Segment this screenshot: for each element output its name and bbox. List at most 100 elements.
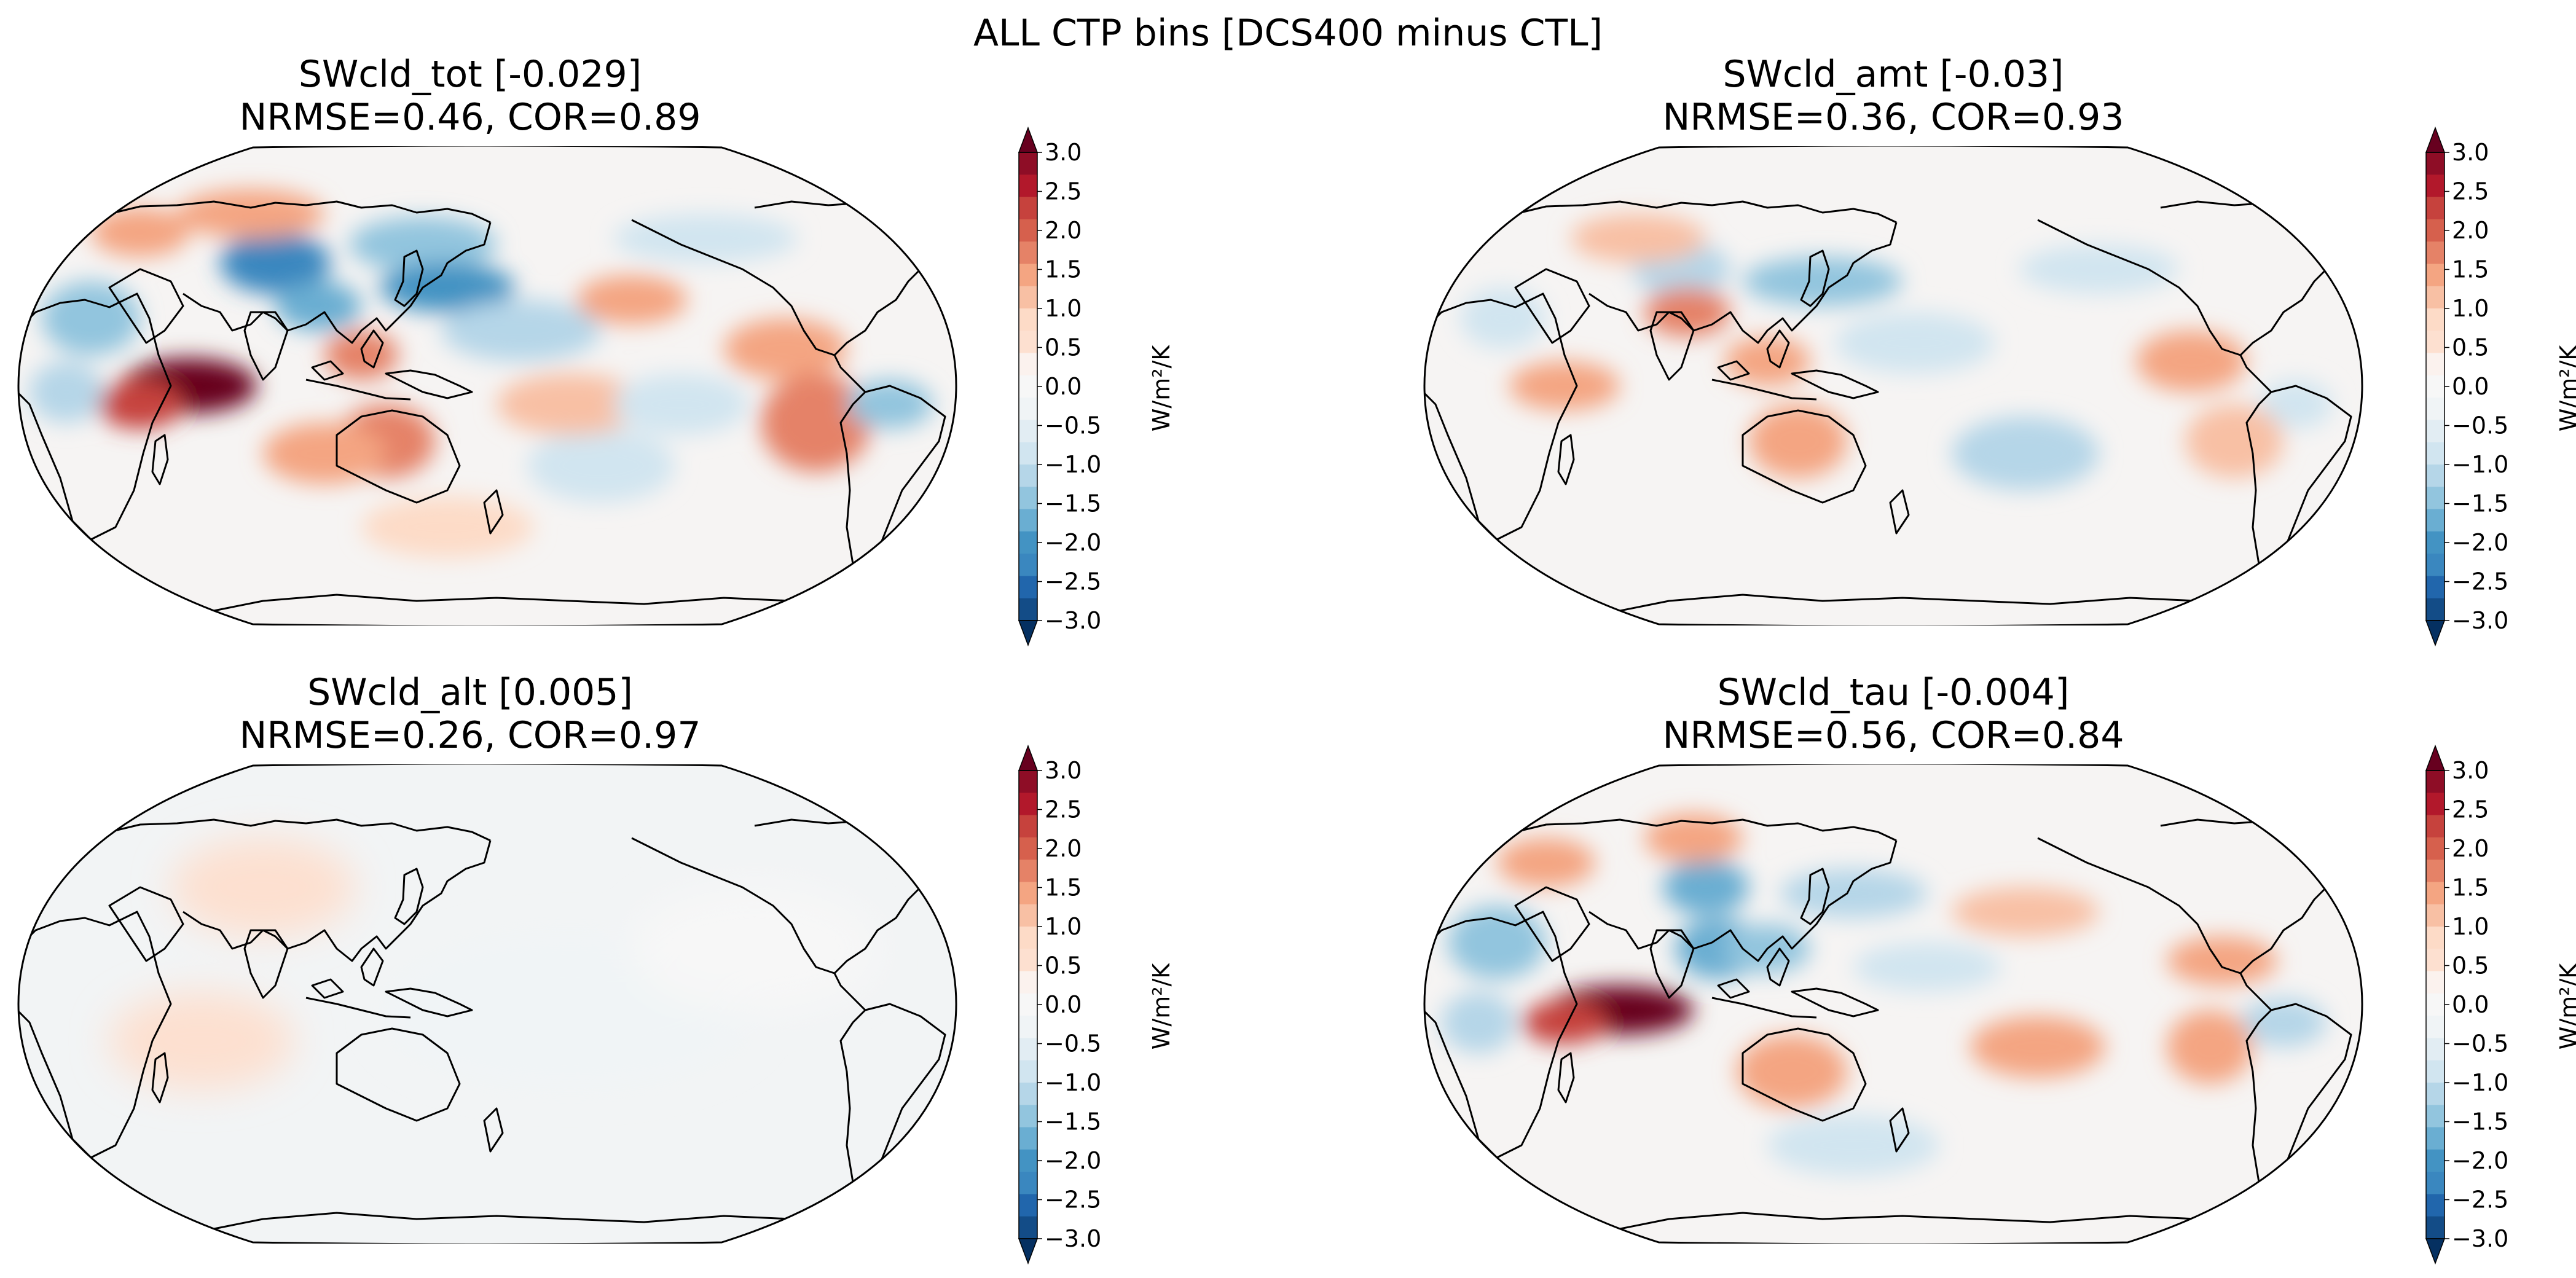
anomaly-region	[2240, 998, 2327, 1047]
anomaly-region	[1835, 312, 1995, 374]
anomaly-region	[1442, 992, 1515, 1053]
colorbar-level	[2426, 993, 2444, 1016]
anomaly-region	[2167, 936, 2277, 986]
coastline	[833, 355, 866, 393]
colorbar-tick-label: 2.5	[2452, 796, 2489, 823]
colorbar-level	[1019, 174, 1037, 198]
coastline	[1742, 1027, 1867, 1122]
colorbar-level	[1019, 152, 1037, 175]
colorbar-extend-max	[2425, 744, 2446, 771]
colorbar-tick-label: −0.5	[1045, 1030, 1101, 1057]
colorbar-level	[1019, 770, 1037, 793]
coastline	[1588, 222, 1898, 344]
anomaly-region	[1460, 288, 1546, 349]
coastline	[2239, 355, 2272, 393]
colorbar-tick-label: 1.5	[2452, 874, 2489, 901]
coastline	[311, 360, 344, 381]
colorbar-level	[2426, 286, 2444, 309]
colorbar-tick-label: 0.0	[2452, 373, 2489, 400]
colorbar-tick-label: 3.0	[2452, 139, 2489, 166]
coastline	[394, 249, 424, 307]
colorbar-level	[2426, 531, 2444, 554]
colorbar-tick-label: −2.0	[2452, 529, 2508, 556]
coastline	[870, 782, 928, 833]
colorbar-level	[1019, 531, 1037, 554]
colorbar-tick-label: −3.0	[1045, 1225, 1101, 1252]
coastline	[1424, 911, 1578, 1159]
panel-title-line1: SWcld_tau [-0.004]	[1717, 671, 2070, 714]
colorbar-tick-label: −2.0	[2452, 1147, 2508, 1174]
map-outline	[1423, 146, 2363, 625]
anomaly-region	[1571, 214, 1706, 263]
anomaly-region	[1743, 257, 1903, 306]
colorbar-tick-label: −1.5	[2452, 490, 2508, 517]
anomaly-region	[1497, 838, 1595, 887]
colorbar-extend-min	[2425, 1238, 2446, 1265]
colorbar-level	[2426, 1060, 2444, 1083]
colorbar-level	[1019, 993, 1037, 1016]
map-outline	[1423, 764, 2363, 1244]
colorbar-level	[2426, 904, 2444, 927]
coastline	[1742, 409, 1867, 504]
coastline	[1791, 987, 1879, 1017]
colorbar-level	[2426, 815, 2444, 838]
colorbar-level	[2426, 927, 2444, 949]
colorbar-level	[1019, 882, 1037, 905]
colorbar-level	[2426, 1194, 2444, 1217]
colorbar-tick-label: 2.0	[1045, 217, 1082, 244]
colorbar-tick-label: −0.5	[2452, 412, 2508, 439]
anomaly-region	[1780, 869, 1927, 918]
coastline	[108, 268, 184, 344]
colorbar-tick-label: −2.5	[2452, 1186, 2508, 1213]
colorbar: 3.0 2.5 2.0 1.5 1.0 0.5 0.0 −0.5 −1.0 −1.5 −2.0 −2.…	[2425, 744, 2508, 1265]
colorbar-level	[1019, 576, 1037, 599]
coastline	[394, 868, 424, 925]
colorbar-level	[2426, 442, 2444, 465]
figure-title: ALL CTP bins [DCS400 minus CTL]	[973, 12, 1603, 55]
colorbar-tick-label: 1.0	[1045, 295, 1082, 322]
panel-title-line1: SWcld_alt [0.005]	[307, 671, 633, 714]
coastline	[18, 292, 172, 541]
colorbar-extend-min	[2425, 620, 2446, 647]
anomaly-region	[1522, 1001, 1608, 1044]
coastline	[1557, 434, 1575, 485]
anomaly-region	[324, 331, 398, 380]
anomaly-region	[1644, 288, 1730, 337]
colorbar-level	[1019, 398, 1037, 420]
coastline	[336, 409, 461, 504]
colorbar-tick-label: −0.5	[2452, 1030, 2508, 1057]
panel-swcld-amt: SWcld_amt [-0.03] NRMSE=0.36, COR=0.93	[1662, 53, 2124, 139]
colorbar-tick-label: 0.5	[2452, 334, 2489, 361]
colorbar-level	[1019, 197, 1037, 220]
colorbar-level	[2426, 554, 2444, 576]
anomaly-region	[91, 208, 189, 257]
coastline	[183, 840, 492, 962]
anomaly-region	[1767, 1115, 1939, 1176]
coastline	[833, 973, 866, 1011]
colorbar-level	[2426, 174, 2444, 198]
colorbar-level	[1019, 375, 1037, 398]
colorbar-level	[1019, 487, 1037, 510]
map-outline	[17, 146, 957, 625]
panel-swcld-tot: SWcld_tot [-0.029] NRMSE=0.46, COR=0.89	[0, 0, 1288, 639]
anomaly-region	[1952, 887, 2099, 936]
coastline	[1717, 978, 1750, 999]
colorbar-level	[2426, 576, 2444, 599]
coastline	[1557, 1052, 1575, 1104]
colorbar: 3.0 2.5 2.0 1.5 1.0 0.5 0.0 −0.5 −1.0 −1.5 −2.0 −2.…	[1018, 126, 1101, 647]
colorbar-level	[1019, 1149, 1037, 1172]
colorbar-level	[2426, 331, 2444, 354]
colorbar-tick-label: 3.0	[2452, 757, 2489, 784]
map-swcld-amt	[1423, 146, 2363, 625]
colorbar-tick-label: 2.5	[2452, 178, 2489, 205]
colorbar-extend-max	[2425, 126, 2446, 153]
colorbar-tick-label: −1.0	[1045, 451, 1101, 478]
panel-title-line1: SWcld_amt [-0.03]	[1722, 53, 2064, 96]
anomaly-region	[109, 992, 294, 1090]
colorbar-level	[2426, 1172, 2444, 1194]
coastline	[1649, 929, 1695, 999]
colorbar-level	[2426, 152, 2444, 175]
colorbar-level	[2426, 509, 2444, 532]
anomaly-region	[1970, 1016, 2105, 1078]
anomaly-region	[2259, 380, 2333, 429]
